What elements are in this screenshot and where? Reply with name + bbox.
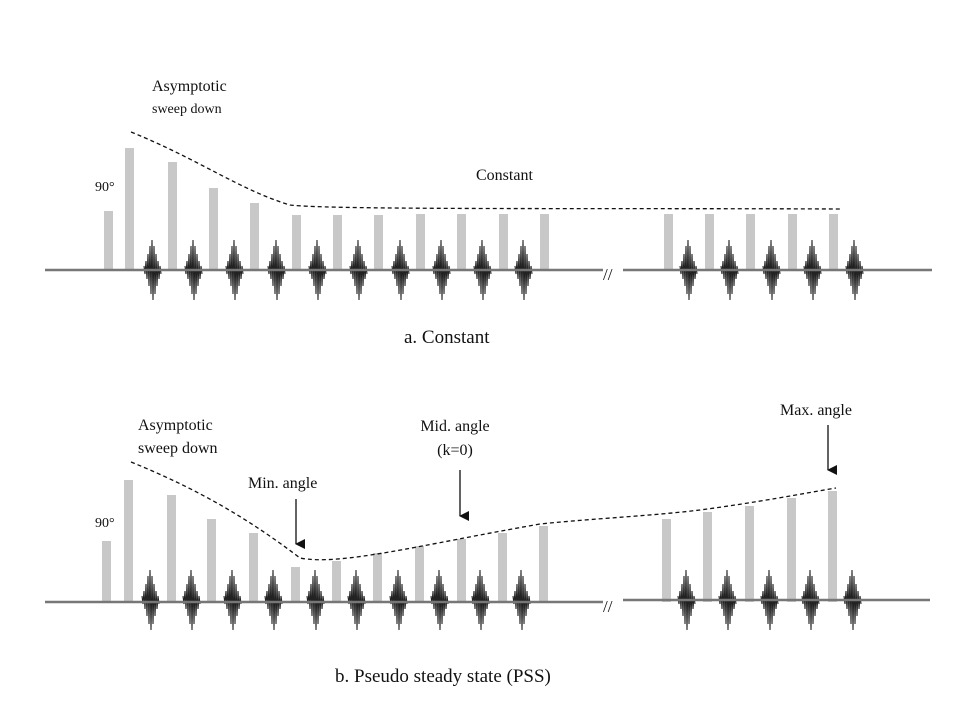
rf-pulse-bar xyxy=(167,495,176,602)
rf-pulse-bar xyxy=(416,214,425,270)
rf-pulse-bar xyxy=(104,211,113,270)
baseline-b xyxy=(45,598,930,604)
break-mark-b: // xyxy=(603,597,613,616)
echo-signal xyxy=(264,569,283,631)
rf-pulse-bar xyxy=(333,215,342,270)
rf-pulse-bar xyxy=(705,214,714,270)
echo-signal xyxy=(182,569,201,631)
rf-pulse-bar xyxy=(746,214,755,270)
rf-pulse-bar xyxy=(828,491,837,602)
rf-pulse-bar xyxy=(415,546,424,602)
mid-angle-label-line2: (k=0) xyxy=(437,442,473,459)
rf-pulse-bar xyxy=(125,148,134,270)
rf-pulse-bar xyxy=(829,214,838,270)
rf-pulse-bar xyxy=(250,203,259,270)
echo-signal xyxy=(512,569,531,631)
rf-pulse-bar xyxy=(457,214,466,270)
rf-pulse-bar xyxy=(664,214,673,270)
rf-pulse-bar xyxy=(540,214,549,270)
rf-pulse-bar xyxy=(168,162,177,270)
break-mark-a: // xyxy=(603,265,613,284)
rf-pulse-bar xyxy=(332,561,341,602)
echo-signal xyxy=(430,569,449,631)
rf-pulse-bar xyxy=(703,512,712,602)
rf-pulse-bar xyxy=(498,533,507,602)
constant-label: Constant xyxy=(476,167,533,184)
min-angle-label: Min. angle xyxy=(248,475,317,492)
sweep-label-a-line1: Asymptotic xyxy=(152,78,227,95)
pulse-bars-b xyxy=(102,480,837,602)
rf-pulse-bar xyxy=(788,214,797,270)
echo-signal xyxy=(141,569,160,631)
flip-angle-label-a: 90° xyxy=(95,180,115,195)
rf-pulse-bar xyxy=(662,519,671,602)
rf-pulse-bar xyxy=(499,214,508,270)
rf-pulse-bar xyxy=(209,188,218,270)
rf-pulse-bar xyxy=(457,539,466,602)
rf-pulse-bar xyxy=(787,498,796,602)
sweep-label-a-line2: sweep down xyxy=(152,102,222,117)
caption-b: b. Pseudo steady state (PSS) xyxy=(335,666,551,687)
panel-b: // Asymptotic sweep down 90° Min. angle … xyxy=(45,402,930,687)
envelope-curve-a xyxy=(130,131,841,210)
rf-pulse-bar xyxy=(745,506,754,602)
rf-pulse-bar xyxy=(124,480,133,602)
rf-pulse-bar xyxy=(249,533,258,602)
pulse-bars-a xyxy=(104,148,838,270)
rf-pulse-bar xyxy=(292,215,301,270)
caption-a: a. Constant xyxy=(404,327,490,348)
echo-signal xyxy=(471,569,490,631)
rf-pulse-bar xyxy=(291,567,300,602)
rf-pulse-bar xyxy=(102,541,111,602)
flip-angle-label-b: 90° xyxy=(95,516,115,531)
envelope-curve-b xyxy=(130,461,837,561)
mid-angle-label-line1: Mid. angle xyxy=(420,418,489,435)
echo-signal xyxy=(306,569,325,631)
echo-signal xyxy=(389,569,408,631)
sweep-label-b-line1: Asymptotic xyxy=(138,417,213,434)
panel-a: // Asymptotic sweep down 90° Constant a.… xyxy=(45,78,932,348)
echo-signal xyxy=(223,569,242,631)
rf-pulse-bar xyxy=(539,526,548,602)
echo-signal xyxy=(347,569,366,631)
max-angle-label: Max. angle xyxy=(780,402,852,419)
sweep-label-b-line2: sweep down xyxy=(138,440,218,457)
rf-pulse-bar xyxy=(374,215,383,270)
rf-pulse-bar xyxy=(207,519,216,602)
rf-pulse-bar xyxy=(373,553,382,602)
